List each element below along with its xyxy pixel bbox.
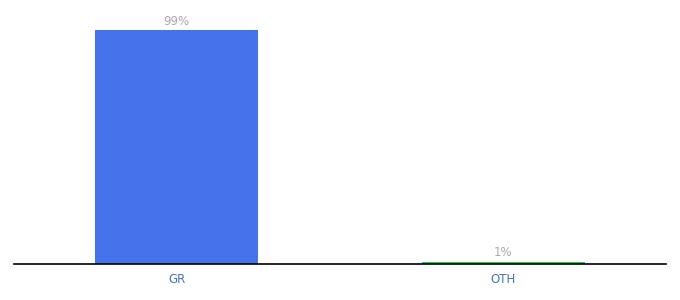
Bar	[95, 30, 258, 264]
Text: 99%: 99%	[164, 15, 190, 28]
Bar	[422, 262, 585, 264]
Text: 1%: 1%	[494, 246, 513, 259]
